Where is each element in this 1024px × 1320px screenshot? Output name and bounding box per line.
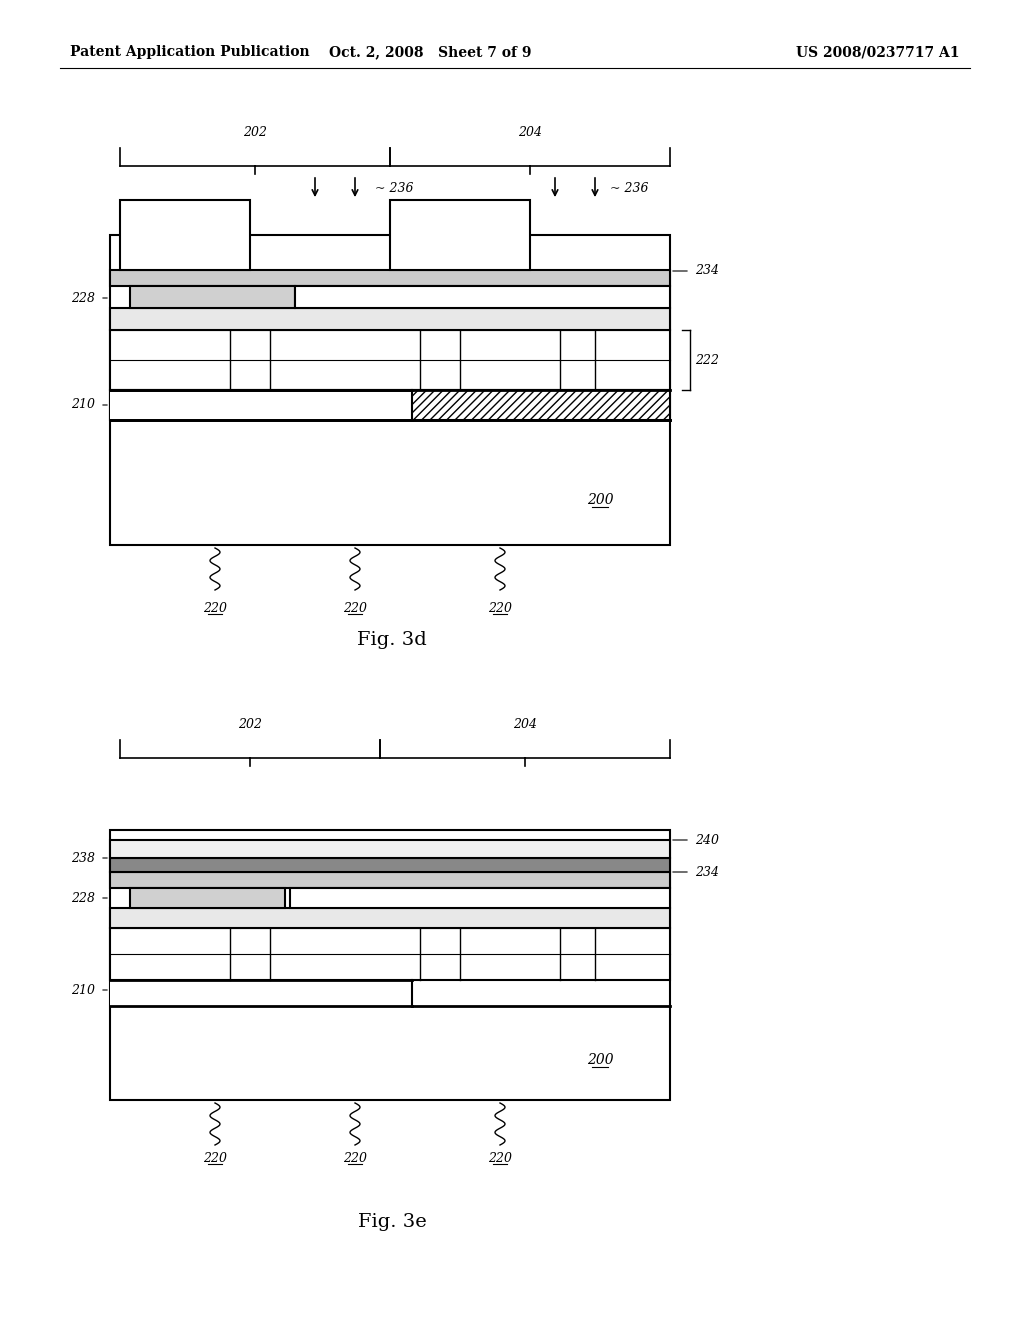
Bar: [110, 330, 670, 389]
Text: 224: 224: [428, 891, 452, 904]
Bar: [130, 286, 295, 308]
Text: 232: 232: [173, 228, 197, 242]
Text: 234: 234: [198, 891, 222, 904]
Bar: [290, 888, 670, 908]
Text: 234: 234: [198, 290, 222, 304]
Text: 234: 234: [695, 866, 719, 879]
Bar: [110, 271, 670, 286]
Text: Fig. 3e: Fig. 3e: [357, 1213, 426, 1232]
Bar: [110, 308, 670, 330]
Bar: [110, 873, 670, 888]
Text: 224: 224: [438, 290, 462, 304]
Bar: [110, 389, 670, 420]
Text: Fig. 3d: Fig. 3d: [357, 631, 427, 649]
Text: 220: 220: [488, 1151, 512, 1164]
Text: 220: 220: [203, 1151, 227, 1164]
Text: 234: 234: [695, 264, 719, 277]
Bar: [110, 389, 412, 420]
Bar: [110, 979, 412, 1006]
Text: ~ 236: ~ 236: [375, 181, 414, 194]
Text: 202: 202: [238, 718, 262, 730]
Text: 200: 200: [587, 1053, 613, 1067]
Bar: [110, 858, 670, 873]
Bar: [120, 201, 250, 271]
Text: Patent Application Publication: Patent Application Publication: [70, 45, 309, 59]
Bar: [110, 908, 670, 928]
Text: 240: 240: [695, 833, 719, 846]
Text: 200: 200: [587, 492, 613, 507]
Text: 204: 204: [518, 125, 542, 139]
Text: 228: 228: [71, 292, 95, 305]
Text: 238: 238: [71, 851, 95, 865]
Text: 202: 202: [243, 125, 267, 139]
Text: 220: 220: [488, 602, 512, 615]
Text: Oct. 2, 2008   Sheet 7 of 9: Oct. 2, 2008 Sheet 7 of 9: [329, 45, 531, 59]
Text: 210: 210: [71, 983, 95, 997]
Bar: [110, 235, 670, 545]
Bar: [390, 201, 530, 271]
Text: 204: 204: [513, 718, 537, 730]
Text: 210: 210: [71, 399, 95, 412]
Text: 222: 222: [695, 354, 719, 367]
Text: 220: 220: [343, 602, 367, 615]
Bar: [110, 840, 670, 858]
Bar: [110, 830, 670, 1100]
Bar: [110, 928, 670, 979]
Bar: [295, 286, 670, 308]
Bar: [130, 888, 285, 908]
Text: 228: 228: [71, 891, 95, 904]
Text: 220: 220: [203, 602, 227, 615]
Text: ~ 236: ~ 236: [610, 181, 648, 194]
Text: 220: 220: [343, 1151, 367, 1164]
Text: US 2008/0237717 A1: US 2008/0237717 A1: [797, 45, 961, 59]
Text: 232: 232: [449, 228, 472, 242]
